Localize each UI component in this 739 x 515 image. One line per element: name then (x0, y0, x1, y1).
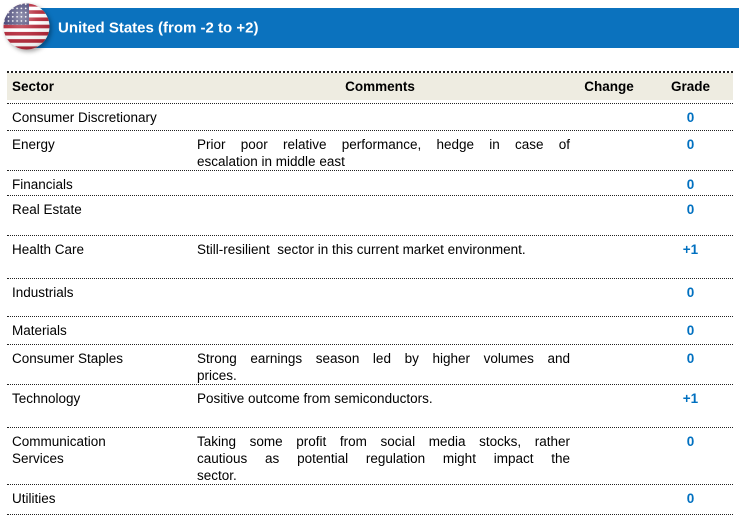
sector-name-cell: Energy (12, 137, 55, 152)
table-row: Communication Services Taking some profi… (7, 428, 733, 485)
sector-comment-cell (190, 279, 570, 284)
comment-line: sector. (197, 468, 237, 483)
sector-name-cell: Consumer Staples (12, 351, 124, 366)
sector-change-cell (570, 196, 648, 201)
comment-line: escalation in middle east (197, 154, 345, 169)
sector-change-cell (570, 385, 648, 390)
sector-grade-cell: 0 (686, 491, 695, 506)
table-row: Utilities 0 (7, 485, 733, 515)
sector-comment-cell (190, 485, 570, 490)
column-header-sector: Sector (12, 79, 55, 94)
column-header-comments: Comments (345, 79, 415, 94)
sector-comment-cell (190, 317, 570, 322)
sector-name-cell: Financials (12, 177, 73, 192)
sector-name-cell: Communication Services (12, 434, 106, 466)
sector-grade-cell: 0 (686, 202, 695, 217)
sector-grade-cell: 0 (686, 323, 695, 338)
sector-comment-cell: Strong earnings season led by higher vol… (190, 345, 570, 384)
sector-grade-cell: 0 (686, 177, 695, 192)
table-row: Real Estate 0 (7, 196, 733, 236)
table-row: Financials 0 (7, 171, 733, 196)
table-header-row: Sector Comments Change Grade (7, 71, 733, 104)
comment-line: Positive outcome from semiconductors. (197, 391, 433, 406)
column-header-change: Change (584, 79, 634, 94)
sector-name-cell: Technology (12, 391, 81, 406)
table-row: Industrials 0 (7, 279, 733, 317)
table-body: Consumer Discretionary 0 Energy Prior po… (7, 104, 733, 515)
sector-comment-cell: Positive outcome from semiconductors. (190, 385, 570, 407)
sector-change-cell (570, 131, 648, 136)
sector-grade-cell: 0 (686, 110, 695, 125)
sector-comment-cell: Prior poor relative performance, hedge i… (190, 131, 570, 170)
comment-line: Prior poor relative performance, hedge i… (197, 137, 570, 152)
comment-line: Taking some profit from social media sto… (197, 434, 570, 449)
sector-change-cell (570, 104, 648, 109)
sector-comment-cell: Still-resilient sector in this current m… (190, 236, 570, 258)
us-flag-icon (3, 3, 50, 50)
table-row: Consumer Staples Strong earnings season … (7, 345, 733, 385)
table-row: Health Care Still-resilient sector in th… (7, 236, 733, 279)
table-row: Technology Positive outcome from semicon… (7, 385, 733, 428)
comment-line: cautious as potential regulation might i… (197, 451, 570, 466)
sector-change-cell (570, 345, 648, 350)
sector-change-cell (570, 236, 648, 241)
sector-grade-cell: 0 (686, 351, 695, 366)
table-row: Materials 0 (7, 317, 733, 345)
us-flag-icon-svg (3, 3, 50, 50)
sector-name-cell: Materials (12, 323, 67, 338)
column-header-grade: Grade (670, 79, 711, 94)
sector-name-cell: Utilities (12, 491, 56, 506)
sector-change-cell (570, 317, 648, 322)
sector-grades-table: Sector Comments Change Grade Consumer Di… (7, 71, 733, 515)
sector-change-cell (570, 279, 648, 284)
comment-line: Still-resilient sector in this current m… (197, 242, 526, 257)
sector-grade-cell: +1 (682, 391, 699, 406)
sector-name-cell: Industrials (12, 285, 74, 300)
sector-name-cell: Real Estate (12, 202, 82, 217)
country-header-bar: United States (from -2 to +2) (21, 8, 739, 48)
sector-name-cell: Health Care (12, 242, 85, 257)
table-row: Energy Prior poor relative performance, … (7, 131, 733, 171)
comment-line: Strong earnings season led by higher vol… (197, 351, 570, 366)
table-row: Consumer Discretionary 0 (7, 104, 733, 131)
comment-line: prices. (197, 368, 237, 383)
sector-comment-cell (190, 104, 570, 109)
sector-grade-cell: 0 (686, 285, 695, 300)
sector-comment-cell: Taking some profit from social media sto… (190, 428, 570, 484)
sector-change-cell (570, 428, 648, 433)
sector-name-cell: Consumer Discretionary (12, 110, 157, 125)
sector-grade-cell: +1 (682, 242, 699, 257)
sector-grade-cell: 0 (686, 434, 695, 449)
sector-comment-cell (190, 196, 570, 201)
sector-grade-cell: 0 (686, 137, 695, 152)
sector-change-cell (570, 171, 648, 176)
sector-comment-cell (190, 171, 570, 176)
sector-change-cell (570, 485, 648, 490)
country-title: United States (from -2 to +2) (58, 19, 259, 37)
